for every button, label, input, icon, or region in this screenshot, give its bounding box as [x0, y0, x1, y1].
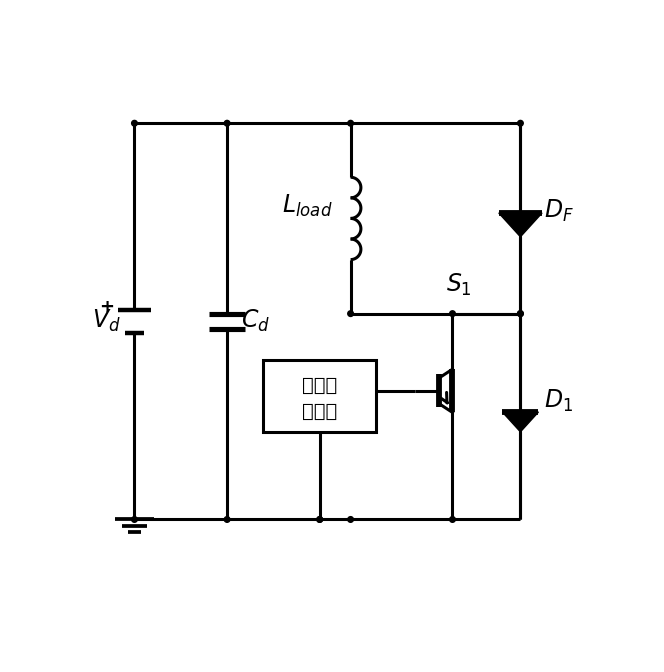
- Bar: [263, 360, 376, 432]
- Circle shape: [317, 517, 323, 522]
- Text: 动电路: 动电路: [302, 403, 337, 421]
- Circle shape: [348, 517, 353, 522]
- Polygon shape: [503, 412, 539, 432]
- Circle shape: [517, 310, 523, 317]
- Circle shape: [224, 120, 230, 126]
- Circle shape: [517, 120, 523, 126]
- Circle shape: [131, 517, 137, 522]
- Circle shape: [348, 310, 353, 317]
- Text: +: +: [99, 298, 114, 316]
- Text: $C_d$: $C_d$: [241, 308, 270, 335]
- Circle shape: [450, 310, 456, 317]
- Circle shape: [224, 517, 230, 522]
- Circle shape: [450, 517, 456, 522]
- Circle shape: [317, 517, 323, 522]
- Text: $S_1$: $S_1$: [446, 272, 471, 298]
- Polygon shape: [499, 213, 542, 237]
- Circle shape: [131, 120, 137, 126]
- Text: $D_1$: $D_1$: [544, 388, 572, 414]
- Text: $L_{load}$: $L_{load}$: [282, 192, 332, 218]
- Text: $V_d$: $V_d$: [92, 308, 120, 335]
- Text: 第一驱: 第一驱: [302, 376, 337, 394]
- Text: $D_F$: $D_F$: [544, 198, 574, 224]
- Circle shape: [348, 120, 353, 126]
- Circle shape: [517, 310, 523, 317]
